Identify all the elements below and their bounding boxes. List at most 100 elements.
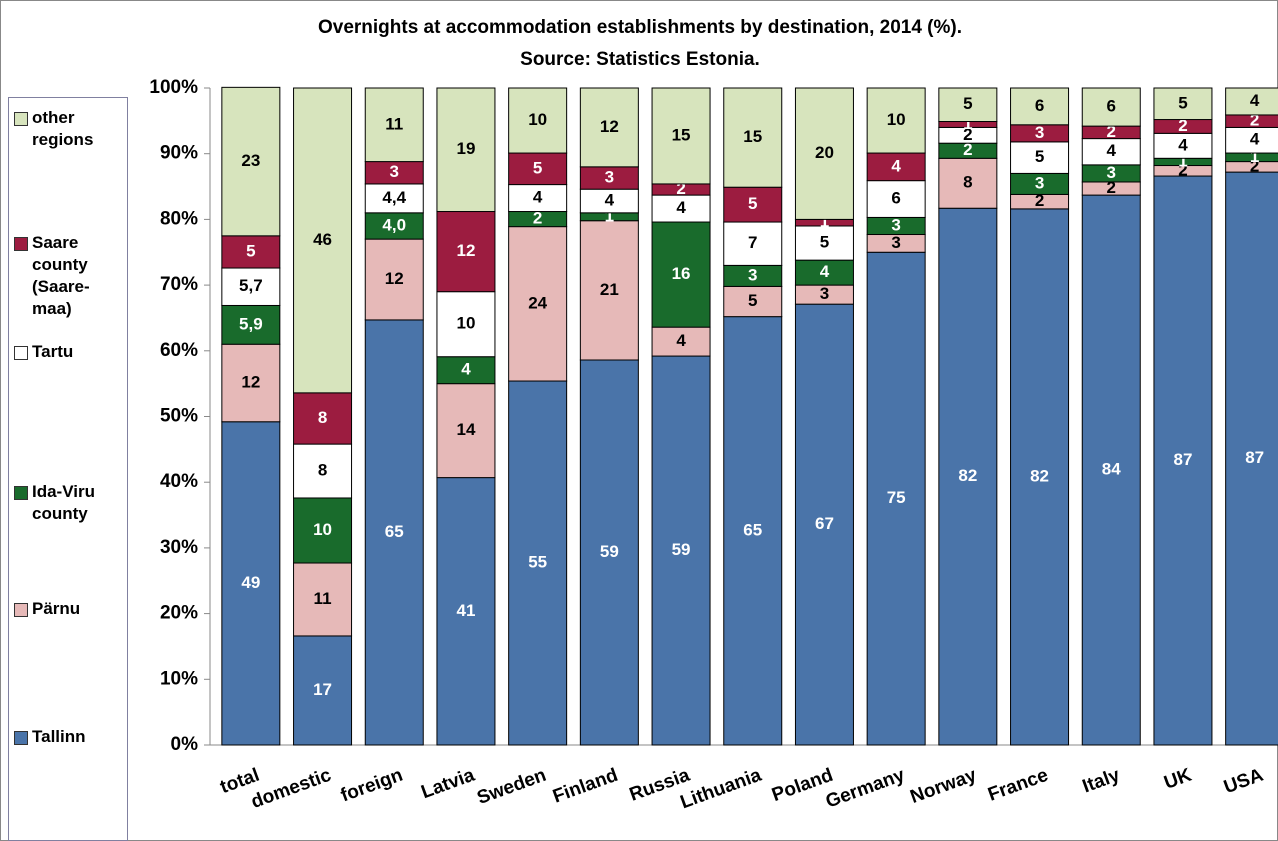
data-label: 3 [1107, 163, 1116, 182]
legend-item: Saare county (Saare-maa) [14, 232, 122, 320]
data-label: 3 [748, 265, 757, 284]
bar-segment [293, 392, 353, 445]
y-tick-label: 70% [160, 274, 198, 295]
data-label: 12 [600, 117, 619, 136]
bar-segment [1153, 87, 1213, 121]
chart-title: Overnights at accommodation establishmen… [318, 17, 962, 38]
bar-segment [293, 87, 353, 394]
y-tick-label: 100% [149, 77, 198, 98]
x-tick-label: foreign [338, 765, 406, 807]
bar-segment [221, 421, 281, 746]
bar-segment [508, 184, 568, 213]
data-label: 41 [456, 601, 475, 620]
data-label: 6 [1035, 96, 1044, 115]
legend-label: Tallinn [32, 727, 86, 746]
bar-segment [1081, 138, 1141, 166]
bar-segment [221, 267, 281, 306]
legend-item: Tartu [14, 341, 122, 363]
bar-segment [794, 225, 854, 261]
data-label: 12 [456, 241, 475, 260]
bar-segment [938, 87, 998, 123]
legend-swatch [14, 346, 28, 360]
data-label: 1 [820, 212, 829, 231]
bar-segment [508, 226, 568, 382]
data-label: 24 [528, 293, 547, 312]
data-label: 5 [1035, 147, 1044, 166]
data-label: 2 [1107, 178, 1116, 197]
data-label: 5 [748, 194, 757, 213]
data-label: 4 [605, 190, 615, 209]
bar-segment [364, 238, 424, 321]
data-label: 4 [1178, 135, 1188, 154]
data-label: 3 [891, 233, 900, 252]
data-label: 20 [815, 143, 834, 162]
legend-item: other regions [14, 107, 122, 151]
legend-label: Saare county (Saare-maa) [32, 233, 90, 318]
legend-label: Pärnu [32, 599, 81, 618]
legend-item: Tallinn [14, 726, 122, 748]
data-label: 55 [528, 552, 547, 571]
data-label: 2 [1107, 122, 1116, 141]
data-label: 6 [891, 189, 900, 208]
bar-segment [794, 303, 854, 746]
bar-segment [1153, 175, 1213, 746]
data-label: 15 [672, 125, 691, 144]
data-label: 2 [676, 179, 685, 198]
bar-segment [1081, 194, 1141, 746]
y-tick-label: 0% [171, 734, 199, 755]
y-tick-label: 20% [160, 603, 198, 624]
bar-segment [436, 477, 496, 746]
data-label: 5 [533, 158, 542, 177]
data-label: 4 [676, 198, 686, 217]
data-label: 5,9 [239, 314, 263, 333]
bar-segment [1225, 171, 1278, 746]
data-label: 16 [672, 264, 691, 283]
data-label: 6 [1107, 97, 1116, 116]
bar-segment [938, 157, 998, 209]
bar-segment [221, 343, 281, 423]
y-tick-label: 80% [160, 208, 198, 229]
x-tick-label: Italy [1080, 765, 1123, 798]
data-label: 4 [533, 188, 543, 207]
bar-segment [436, 383, 496, 479]
x-tick-label: domestic [248, 765, 334, 813]
data-label: 14 [456, 420, 475, 439]
data-label: 87 [1245, 448, 1264, 467]
data-label: 10 [456, 314, 475, 333]
bar-segment [221, 235, 281, 269]
data-label: 3 [891, 215, 900, 234]
data-label: 1 [1250, 147, 1259, 166]
bar-segment [221, 86, 281, 237]
bar-segment [723, 316, 783, 746]
data-label: 8 [318, 408, 327, 427]
data-label: 2 [1178, 116, 1187, 135]
data-label: 21 [600, 280, 619, 299]
data-label: 17 [313, 680, 332, 699]
bar-segment [579, 359, 639, 746]
x-tick-label: USA [1221, 765, 1266, 799]
data-label: 7 [748, 233, 757, 252]
data-label: 4 [461, 360, 471, 379]
legend-swatch [14, 237, 28, 251]
x-tick-label: Germany [823, 765, 908, 813]
bar-segment [508, 87, 568, 154]
data-label: 65 [743, 520, 762, 539]
bar-segment [293, 562, 353, 637]
bar-segment [866, 180, 926, 218]
data-label: 4,4 [382, 188, 406, 207]
data-label: 67 [815, 514, 834, 533]
bar-segment [508, 152, 568, 186]
data-label: 2 [533, 209, 542, 228]
legend-swatch [14, 486, 28, 500]
data-label: 46 [313, 230, 332, 249]
data-label: 82 [1030, 466, 1049, 485]
bar-segment [364, 87, 424, 163]
bar-segment [723, 285, 783, 318]
bar-segment [579, 87, 639, 168]
bar-segment [1010, 141, 1070, 174]
data-label: 84 [1102, 460, 1121, 479]
data-label: 8 [318, 461, 327, 480]
data-label: 4,0 [382, 215, 406, 234]
bar-segment [651, 194, 711, 223]
